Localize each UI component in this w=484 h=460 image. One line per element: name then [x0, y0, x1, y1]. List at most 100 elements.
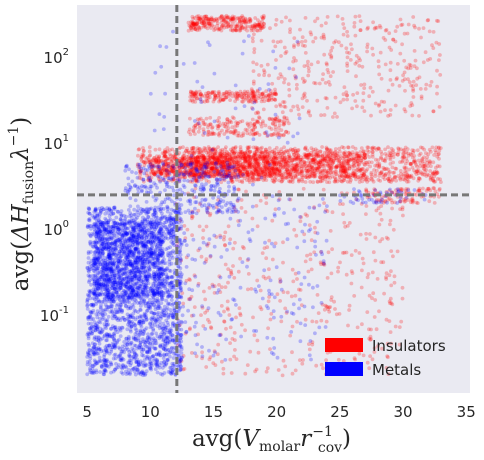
scatter-point [269, 96, 274, 100]
scatter-point [296, 148, 300, 153]
scatter-point [223, 168, 228, 172]
scatter-point [255, 224, 260, 229]
scatter-point [335, 179, 340, 184]
scatter-point [438, 73, 443, 77]
scatter-point [254, 204, 259, 208]
scatter-point [203, 310, 208, 315]
scatter-point [377, 309, 381, 314]
scatter-point [231, 165, 236, 169]
scatter-point [316, 311, 321, 315]
scatter-point [366, 272, 371, 276]
scatter-point [258, 151, 262, 156]
scatter-point [402, 155, 406, 160]
scatter-point [314, 166, 319, 171]
scatter-point [240, 173, 245, 178]
scatter-point [370, 149, 375, 154]
scatter-point [298, 158, 302, 163]
scatter-point [319, 362, 324, 367]
scatter-point [305, 98, 309, 103]
scatter-point [357, 351, 362, 356]
scatter-point [188, 174, 193, 179]
scatter-point [336, 265, 341, 270]
scatter-point [300, 173, 304, 178]
scatter-point [373, 235, 378, 240]
scatter-point [401, 154, 405, 159]
scatter-point [388, 162, 393, 166]
scatter-point [267, 73, 271, 78]
scatter-point [215, 155, 220, 160]
scatter-point [421, 166, 426, 171]
scatter-point [193, 100, 198, 104]
scatter-point [355, 153, 360, 158]
scatter-point [389, 283, 394, 288]
scatter-point [341, 202, 345, 207]
scatter-point [301, 186, 306, 191]
scatter-point [219, 152, 224, 157]
scatter-point [85, 372, 90, 377]
scatter-point [257, 177, 262, 182]
scatter-point [386, 177, 391, 182]
scatter-point [250, 96, 254, 101]
scatter-point [347, 164, 352, 168]
scatter-point [230, 115, 235, 120]
scatter-point [300, 361, 305, 366]
scatter-point [263, 173, 267, 178]
scatter-point [159, 171, 164, 176]
scatter-point [322, 166, 327, 171]
scatter-point [431, 186, 436, 191]
scatter-point [386, 88, 391, 93]
scatter-point [343, 224, 348, 229]
scatter-point [390, 82, 395, 87]
scatter-point [305, 156, 309, 160]
scatter-point [324, 358, 328, 362]
scatter-point [303, 39, 308, 43]
scatter-point [209, 15, 214, 20]
scatter-point [331, 115, 335, 119]
scatter-point [398, 176, 402, 181]
scatter-point [323, 303, 328, 308]
scatter-point [251, 39, 255, 44]
scatter-point [412, 49, 417, 53]
scatter-point [170, 178, 175, 183]
scatter-point [400, 42, 404, 47]
scatter-point [342, 159, 346, 163]
scatter-point [194, 178, 198, 183]
scatter-point [255, 338, 260, 343]
scatter-point [361, 171, 366, 176]
scatter-point [420, 172, 425, 177]
scatter-point [241, 174, 246, 179]
scatter-point [314, 320, 319, 324]
scatter-point [378, 239, 382, 244]
scatter-point [365, 310, 370, 314]
scatter-point [364, 188, 369, 193]
scatter-point [263, 151, 268, 155]
scatter-point [410, 113, 415, 118]
scatter-point [155, 370, 160, 375]
scatter-point [300, 179, 305, 184]
scatter-point [185, 157, 189, 162]
scatter-point [345, 93, 349, 98]
scatter-point [253, 167, 258, 172]
scatter-point [238, 145, 243, 149]
scatter-point [163, 154, 168, 159]
scatter-point [218, 151, 223, 156]
scatter-point [129, 340, 134, 345]
scatter-point [339, 43, 344, 48]
scatter-point [161, 159, 166, 164]
scatter-point [355, 104, 359, 109]
scatter-point [389, 301, 394, 305]
scatter-point [237, 179, 242, 184]
scatter-point [293, 166, 298, 171]
scatter-point [266, 158, 271, 163]
scatter-point [347, 303, 352, 308]
scatter-point [279, 158, 284, 162]
scatter-point [349, 281, 354, 286]
scatter-point [230, 175, 234, 180]
scatter-point [241, 99, 245, 104]
scatter-point [229, 178, 234, 183]
scatter-point [344, 46, 349, 51]
scatter-point [226, 267, 231, 271]
scatter-point [308, 113, 313, 118]
scatter-point [246, 145, 251, 150]
scatter-point [209, 326, 214, 331]
